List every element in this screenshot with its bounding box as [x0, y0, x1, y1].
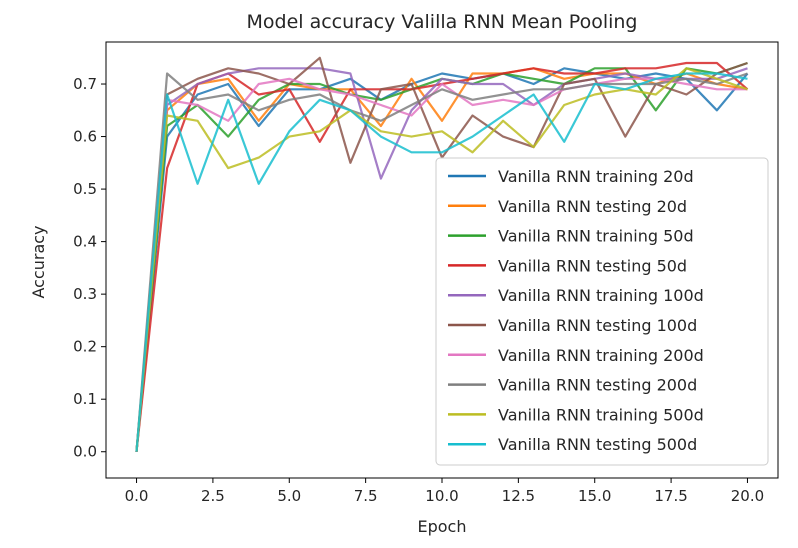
- y-tick-label: 0.4: [73, 233, 97, 251]
- legend-box: [435, 157, 769, 466]
- y-tick-label: 0.0: [73, 443, 97, 461]
- legend-label-9: Vanilla RNN testing 500d: [498, 435, 697, 454]
- legend-label-3: Vanilla RNN testing 50d: [498, 256, 687, 275]
- legend-label-1: Vanilla RNN testing 20d: [498, 197, 687, 216]
- y-tick-label: 0.3: [73, 285, 97, 303]
- y-axis-label: Accuracy: [29, 225, 48, 298]
- series-line-8: [135, 67, 748, 452]
- legend-label-0: Vanilla RNN training 20d: [498, 167, 694, 186]
- x-tick-label: 7.5: [354, 487, 378, 505]
- series-line-4: [135, 67, 748, 452]
- x-tick-label: 10.0: [425, 487, 458, 505]
- y-tick-label: 0.2: [73, 338, 97, 356]
- y-tick-label: 0.7: [73, 75, 97, 93]
- x-tick-label: 0.0: [125, 487, 149, 505]
- series-line-1: [135, 67, 748, 452]
- legend-label-6: Vanilla RNN training 200d: [498, 346, 704, 365]
- y-tick-label: 0.1: [73, 390, 97, 408]
- chart-title: Model accuracy Valilla RNN Mean Pooling: [247, 11, 638, 33]
- legend-label-4: Vanilla RNN training 100d: [498, 286, 704, 305]
- legend-label-8: Vanilla RNN training 500d: [498, 405, 704, 424]
- series-line-0: [135, 67, 749, 452]
- series-line-6: [135, 77, 748, 452]
- legend-label-5: Vanilla RNN testing 100d: [498, 316, 697, 335]
- x-tick-label: 15.0: [578, 487, 611, 505]
- y-tick-label: 0.6: [73, 128, 97, 146]
- x-tick-label: 17.5: [654, 487, 687, 505]
- y-tick-label: 0.5: [73, 180, 97, 198]
- legend-label-2: Vanilla RNN training 50d: [498, 227, 694, 246]
- legend: Vanilla RNN training 20d Vanilla RNN test…: [435, 157, 769, 466]
- x-tick-label: 2.5: [201, 487, 225, 505]
- series-line-9: [135, 72, 748, 452]
- x-tick-label: 12.5: [502, 487, 535, 505]
- legend-label-7: Vanilla RNN testing 200d: [498, 376, 697, 395]
- axes: 0.0 2.5 5.0 7.5 10.0 12.5 15.0 17.5 20.0 0.0 0.1 0.…: [73, 41, 779, 505]
- x-tick-label: 5.0: [277, 487, 301, 505]
- x-tick-label: 20.0: [731, 487, 764, 505]
- series-line-7: [135, 72, 748, 452]
- x-axis-label: Epoch: [418, 517, 467, 536]
